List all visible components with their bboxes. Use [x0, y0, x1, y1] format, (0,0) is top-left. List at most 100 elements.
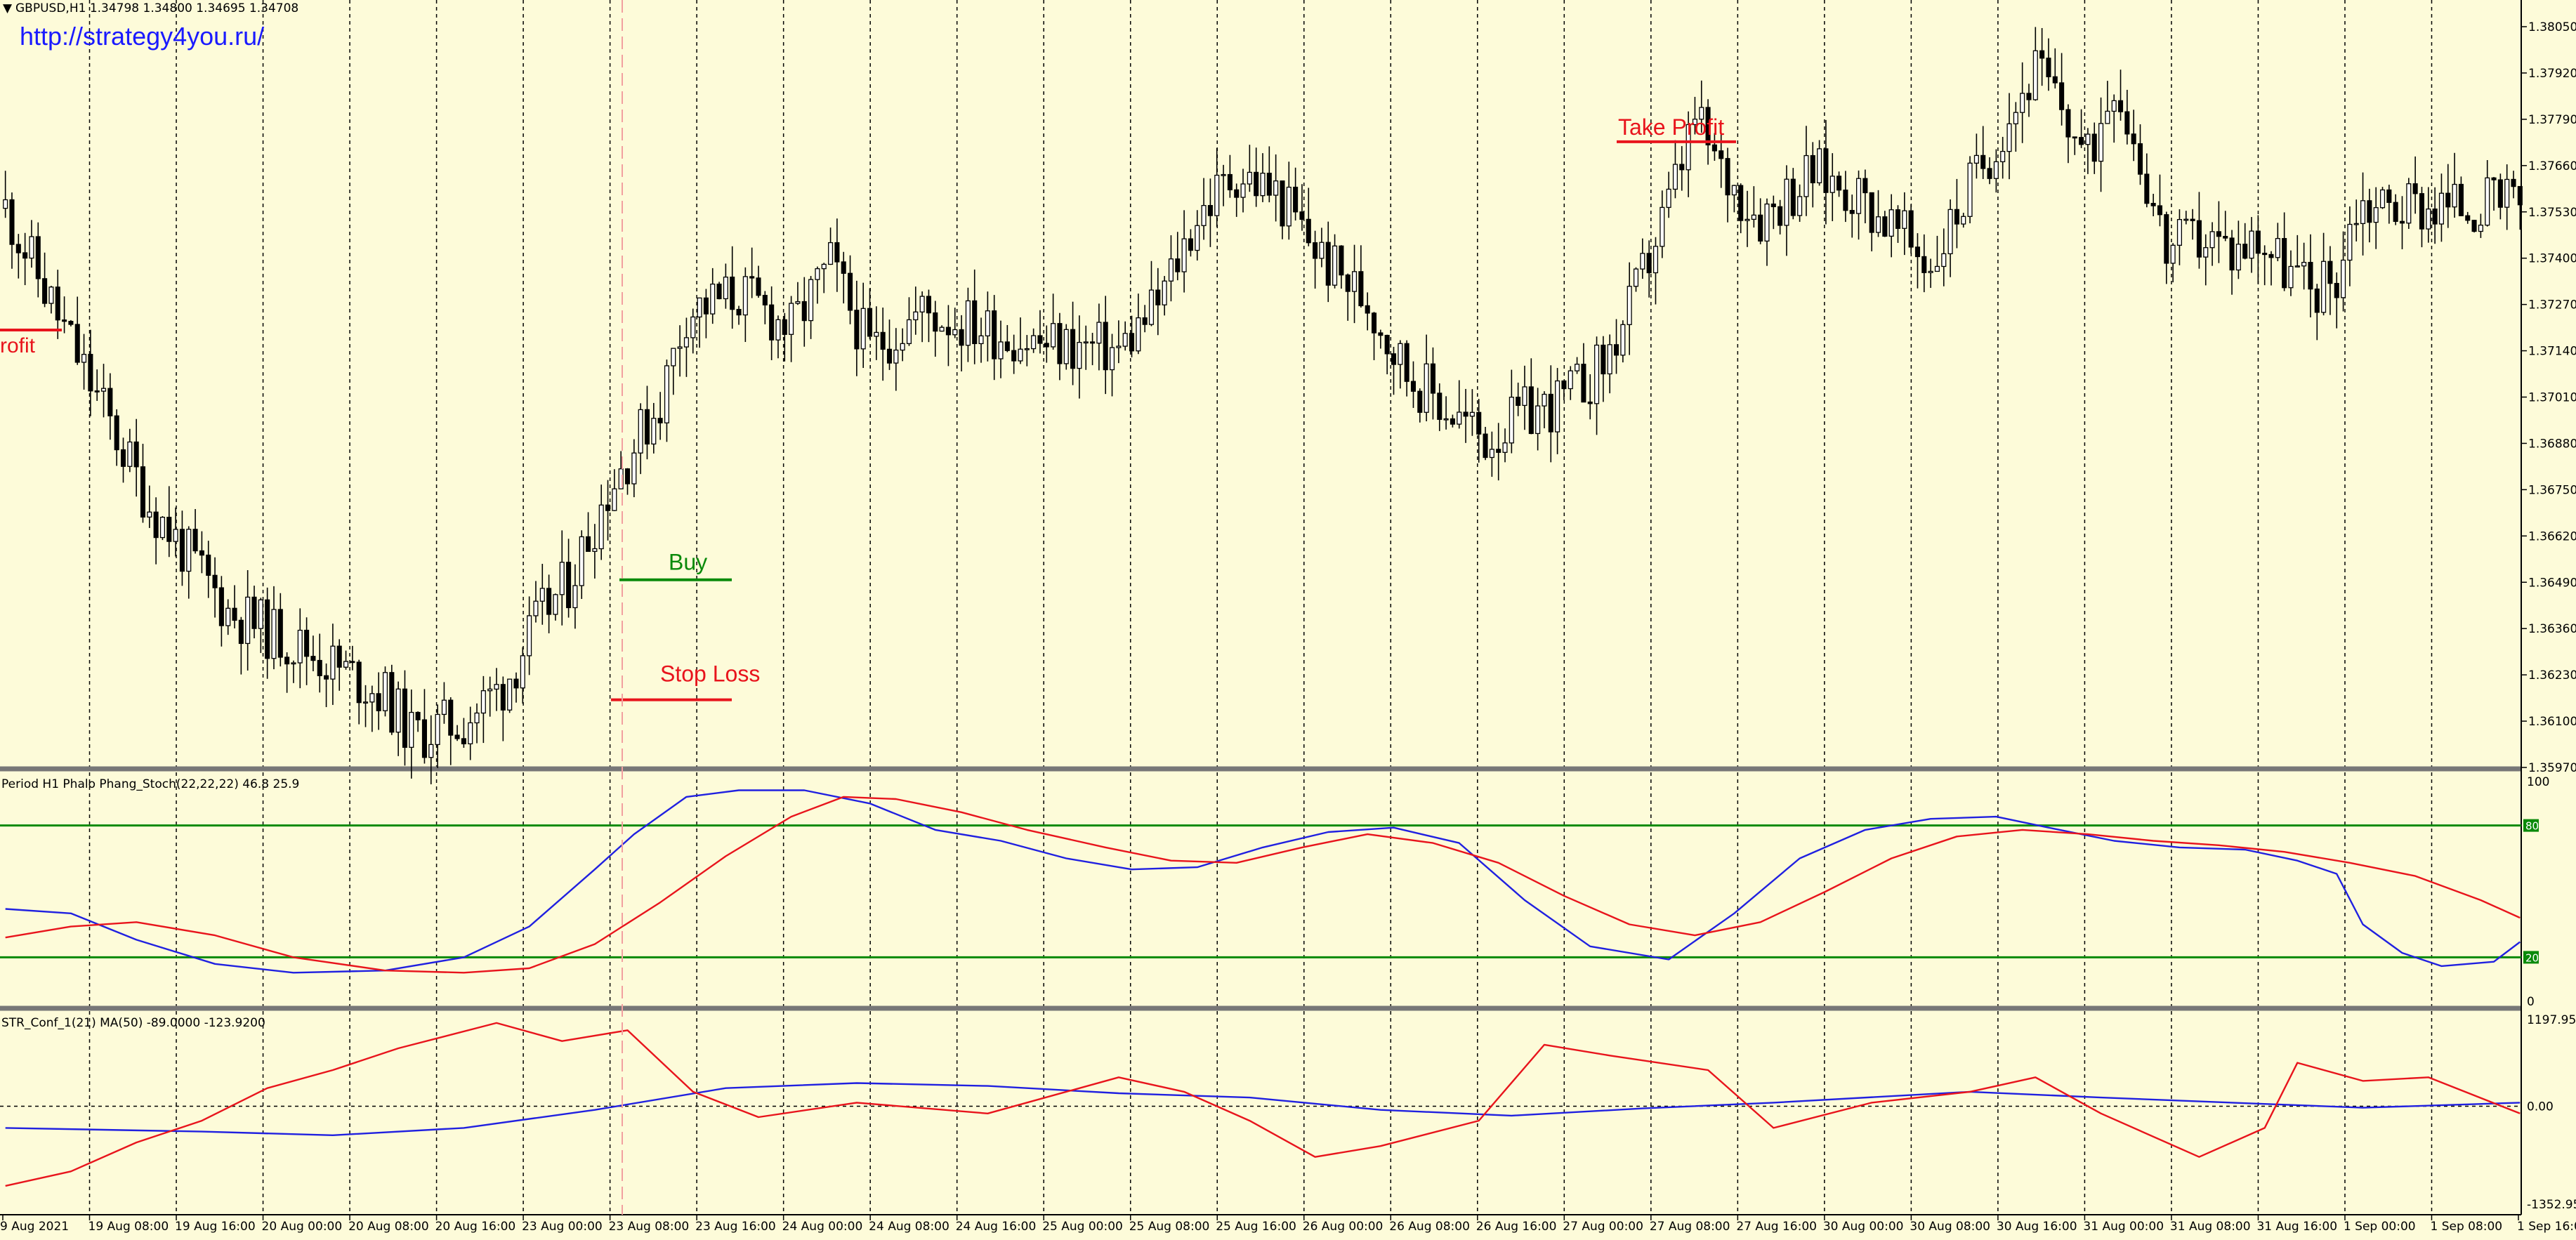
bear-candle: [834, 242, 840, 263]
bull-candle: [2006, 123, 2012, 152]
bear-candle: [1601, 344, 1606, 375]
bear-candle: [2026, 93, 2032, 100]
bull-candle: [2032, 50, 2038, 100]
bull-candle: [651, 418, 657, 444]
time-tick-label: 9 Aug 2021: [0, 1220, 69, 1234]
bear-candle: [854, 310, 860, 350]
bear-candle: [402, 688, 408, 748]
bear-candle: [1044, 343, 1049, 348]
chart-background: [0, 0, 2521, 1240]
bear-candle: [1476, 411, 1482, 435]
bull-candle: [1934, 265, 1940, 272]
stoch-tick-label: 0: [2527, 995, 2535, 1009]
bear-candle: [624, 468, 631, 484]
bear-candle: [94, 390, 100, 393]
price-tick-label: 1.36750: [2528, 483, 2576, 497]
bull-candle: [1967, 162, 1973, 217]
bear-candle: [389, 672, 395, 733]
time-tick-label: 30 Aug 16:00: [1997, 1220, 2077, 1234]
price-tick-label: 1.35970: [2528, 761, 2576, 775]
price-tick-label: 1.37660: [2528, 159, 2576, 173]
time-tick-label: 19 Aug 16:00: [175, 1220, 256, 1234]
str-tick-label: 1197.95: [2527, 1013, 2576, 1027]
bull-candle: [494, 684, 499, 690]
time-tick-label: 27 Aug 16:00: [1736, 1220, 1817, 1234]
bull-candle: [1973, 154, 1979, 164]
bear-candle: [22, 252, 28, 259]
bull-candle: [2301, 262, 2307, 267]
bear-candle: [1037, 335, 1043, 344]
bull-candle: [795, 301, 801, 304]
bull-candle: [1535, 405, 1541, 435]
bear-candle: [284, 657, 290, 665]
time-tick-label: 1 Sep 16:00: [2517, 1220, 2576, 1234]
bear-candle: [1463, 411, 1468, 417]
bull-candle: [1031, 335, 1037, 350]
bull-candle: [2098, 123, 2104, 162]
bull-candle: [1201, 205, 1207, 226]
bull-candle: [2360, 200, 2366, 225]
bear-candle: [1004, 341, 1010, 351]
bull-candle: [598, 504, 604, 550]
bull-candle: [1195, 225, 1200, 251]
bear-candle: [2242, 244, 2248, 259]
bear-candle: [566, 562, 572, 609]
profit-fragment-label: rofit: [0, 334, 36, 357]
time-tick-label: 19 Aug 08:00: [88, 1220, 169, 1234]
bear-candle: [2511, 178, 2516, 187]
bear-candle: [1410, 381, 1417, 392]
stochastic-pane: 80 20 100 0: [0, 775, 2549, 1009]
website-link[interactable]: http://strategy4you.ru/: [20, 22, 264, 51]
bull-candle: [2209, 231, 2215, 249]
bear-candle: [2091, 133, 2097, 162]
bull-candle: [362, 701, 369, 704]
time-axis: 9 Aug 2021 19 Aug 08:00 19 Aug 16:00 20 Aug…: [0, 1215, 2576, 1234]
bear-candle: [1129, 333, 1135, 352]
price-tick-label: 1.36230: [2528, 668, 2576, 682]
time-tick-label: 20 Aug 08:00: [348, 1220, 429, 1234]
bear-candle: [1613, 344, 1619, 356]
bear-candle: [867, 308, 873, 337]
bear-candle: [140, 466, 146, 518]
price-tick-label: 1.37270: [2528, 298, 2576, 312]
bull-candle: [697, 297, 702, 318]
time-tick-label: 26 Aug 00:00: [1303, 1220, 1384, 1234]
stoch-tick-label: 100: [2527, 775, 2549, 789]
bull-candle: [2347, 223, 2353, 261]
bull-candle: [939, 327, 945, 332]
bull-candle: [1764, 203, 1770, 242]
bull-candle: [173, 529, 178, 542]
bear-candle: [1483, 433, 1488, 459]
bear-candle: [2137, 143, 2143, 175]
bull-candle: [1077, 341, 1082, 369]
bear-candle: [1561, 380, 1567, 390]
bear-candle: [166, 517, 172, 542]
bear-candle: [42, 278, 48, 304]
time-tick-label: 26 Aug 16:00: [1476, 1220, 1557, 1234]
bear-candle: [1914, 246, 1921, 258]
bull-candle: [1797, 196, 1803, 216]
bull-candle: [527, 615, 532, 657]
bull-candle: [1332, 245, 1338, 286]
bull-candle: [1633, 268, 1639, 287]
bull-candle: [1607, 344, 1612, 375]
bear-candle: [153, 511, 159, 539]
bear-candle: [68, 320, 74, 325]
bull-candle: [2235, 244, 2241, 271]
candlestick-series: [3, 27, 2523, 785]
bear-candle: [304, 629, 310, 657]
bull-candle: [2452, 183, 2457, 208]
bull-candle: [409, 711, 414, 748]
bear-candle: [2117, 100, 2124, 112]
bear-candle: [107, 388, 113, 416]
bear-candle: [232, 607, 237, 621]
bull-candle: [441, 699, 447, 715]
bear-candle: [2432, 209, 2438, 225]
bear-candle: [1391, 353, 1397, 365]
chart-menu-arrow[interactable]: ▼: [3, 1, 13, 15]
bear-candle: [736, 308, 742, 316]
bull-candle: [1136, 317, 1141, 352]
bull-candle: [1051, 323, 1056, 348]
bull-candle: [245, 596, 251, 645]
buy-annotation: Buy: [619, 550, 732, 581]
